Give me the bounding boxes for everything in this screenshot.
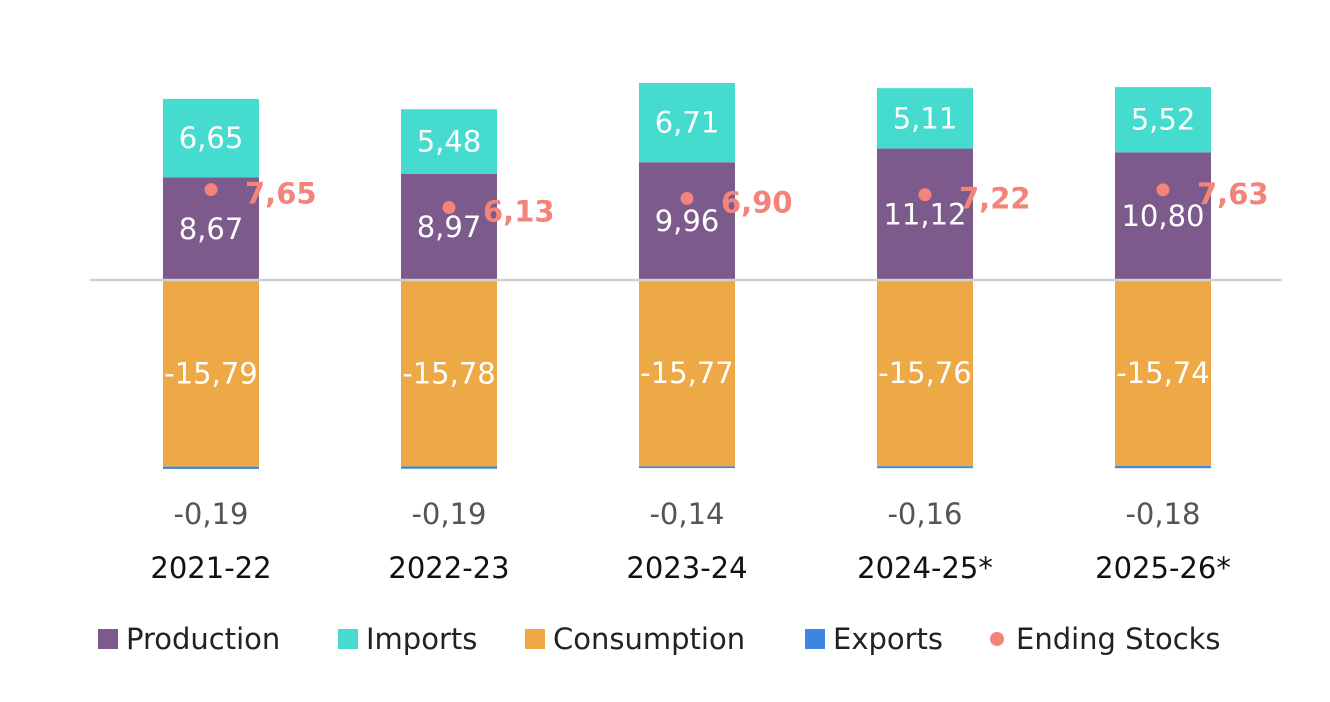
bar-exports — [877, 466, 973, 469]
label-imports: 5,48 — [417, 125, 482, 159]
label-consumption: -15,77 — [640, 356, 734, 390]
bar-group-3: 9,96 6,71 -15,77 6,90 -0,14 2023-24 — [626, 82, 793, 585]
legend-label: Ending Stocks — [1016, 622, 1221, 656]
bar-exports — [1115, 466, 1211, 469]
bar-exports — [163, 466, 259, 469]
label-exports: -0,19 — [173, 497, 248, 531]
label-ending-stocks: 7,63 — [1197, 177, 1269, 211]
category-label: 2025-26* — [1095, 551, 1231, 585]
label-consumption: -15,76 — [878, 356, 972, 390]
legend-label: Imports — [366, 622, 477, 656]
label-consumption: -15,78 — [402, 356, 496, 390]
bar-group-1: 8,67 6,65 -15,79 7,65 -0,19 2021-22 — [150, 98, 317, 585]
bar-group-2: 8,97 5,48 -15,78 6,13 -0,19 2022-23 — [388, 109, 555, 585]
label-consumption: -15,74 — [1116, 356, 1210, 390]
legend: Production Imports Consumption Exports Endin… — [98, 622, 1221, 656]
label-imports: 6,65 — [179, 121, 244, 155]
bar-production — [639, 162, 735, 280]
label-imports: 5,11 — [893, 101, 958, 135]
category-label: 2021-22 — [150, 551, 271, 585]
bar-consumption — [163, 280, 259, 467]
label-ending-stocks: 7,65 — [245, 177, 317, 211]
legend-item-imports: Imports — [338, 622, 477, 656]
bar-imports — [163, 98, 259, 178]
label-exports: -0,19 — [411, 497, 486, 531]
label-ending-stocks: 6,13 — [483, 195, 555, 229]
bar-production — [401, 173, 497, 280]
marker-ending-stocks — [1156, 183, 1170, 197]
category-label: 2024-25* — [857, 551, 993, 585]
legend-label: Consumption — [553, 622, 745, 656]
bar-imports — [1115, 87, 1211, 153]
label-exports: -0,14 — [649, 497, 724, 531]
legend-item-consumption: Consumption — [525, 622, 745, 656]
label-ending-stocks: 7,22 — [959, 182, 1031, 216]
legend-marker — [338, 629, 358, 649]
bar-imports — [401, 109, 497, 174]
legend-marker — [805, 629, 825, 649]
label-production: 11,12 — [883, 197, 966, 231]
label-production: 8,97 — [417, 210, 482, 244]
category-label: 2022-23 — [388, 551, 509, 585]
bar-group-4: 11,12 5,11 -15,76 7,22 -0,16 2024-25* — [857, 88, 1031, 585]
marker-ending-stocks — [442, 201, 456, 215]
bar-imports — [877, 88, 973, 149]
marker-ending-stocks — [918, 188, 932, 202]
legend-label: Production — [126, 622, 280, 656]
bar-consumption — [639, 280, 735, 467]
bar-exports — [401, 466, 497, 469]
bar-consumption — [1115, 280, 1211, 467]
label-consumption: -15,79 — [164, 356, 258, 390]
legend-marker — [525, 629, 545, 649]
label-production: 10,80 — [1121, 199, 1204, 233]
legend-marker — [990, 632, 1004, 646]
bar-group-5: 10,80 5,52 -15,74 7,63 -0,18 2025-26* — [1095, 87, 1269, 585]
bar-production — [877, 148, 973, 280]
label-exports: -0,16 — [887, 497, 962, 531]
bar-imports — [639, 82, 735, 163]
bar-exports — [639, 466, 735, 469]
legend-item-production: Production — [98, 622, 280, 656]
legend-item-exports: Exports — [805, 622, 943, 656]
label-ending-stocks: 6,90 — [721, 185, 793, 219]
legend-item-ending-stocks: Ending Stocks — [990, 622, 1221, 656]
label-imports: 5,52 — [1131, 103, 1196, 137]
bar-consumption — [401, 280, 497, 467]
bar-consumption — [877, 280, 973, 467]
category-label: 2023-24 — [626, 551, 747, 585]
label-production: 8,67 — [179, 212, 244, 246]
plot-area: 8,67 6,65 -15,79 7,65 -0,19 2021-22 8,97 5,48 -1… — [90, 82, 1282, 585]
label-exports: -0,18 — [1125, 497, 1200, 531]
legend-label: Exports — [833, 622, 943, 656]
marker-ending-stocks — [204, 183, 218, 197]
bar-production — [1115, 152, 1211, 280]
label-imports: 6,71 — [655, 106, 720, 140]
legend-marker — [98, 629, 118, 649]
label-production: 9,96 — [655, 204, 720, 238]
marker-ending-stocks — [680, 191, 694, 205]
